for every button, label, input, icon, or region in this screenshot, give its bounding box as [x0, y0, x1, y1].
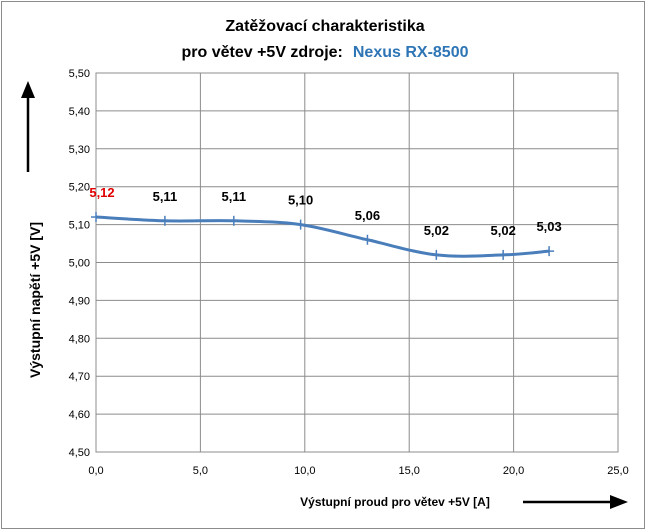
y-tick-label: 5,10 [69, 220, 90, 232]
y-tick-label: 4,70 [69, 371, 90, 383]
series-line [95, 215, 550, 258]
data-label: 5,06 [355, 208, 380, 223]
data-point [159, 215, 170, 226]
data-point [431, 249, 442, 260]
x-tick-label: 5,0 [193, 465, 208, 477]
y-tick-label: 5,40 [69, 106, 90, 118]
y-tick-label: 4,90 [69, 295, 90, 307]
x-tick-label: 0,0 [88, 465, 103, 477]
data-label: 5,12 [89, 185, 114, 200]
data-label: 5,02 [491, 223, 516, 238]
data-label: 5,11 [153, 189, 178, 204]
y-tick-label: 4,50 [69, 447, 90, 459]
chart-title-line1: Zatěžovací charakteristika [225, 18, 424, 35]
data-point [498, 249, 509, 260]
data-label: 5,03 [536, 219, 561, 234]
chart-title-line2: pro větev +5V zdroje: Nexus RX-8500 [181, 44, 468, 61]
y-tick-labels: 4,50 4,60 4,70 4,80 4,90 5,00 5,10 5,20 5,30 5,40… [69, 68, 90, 459]
data-point [295, 219, 306, 230]
data-label: 5,02 [424, 223, 449, 238]
data-point [91, 212, 101, 223]
x-tick-label: 10,0 [294, 465, 315, 477]
chart-title-prefix: pro větev +5V zdroje: [181, 44, 342, 61]
x-axis-arrow [523, 495, 628, 509]
grid [95, 72, 619, 453]
y-tick-label: 5,00 [69, 258, 90, 270]
data-point [362, 234, 373, 245]
x-tick-label: 25,0 [607, 465, 628, 477]
y-tick-label: 5,20 [69, 182, 90, 194]
y-tick-label: 5,30 [69, 144, 90, 156]
chart-title-product: Nexus RX-8500 [353, 44, 469, 61]
y-tick-label: 4,80 [69, 333, 90, 345]
x-tick-label: 15,0 [398, 465, 419, 477]
y-axis-label: Výstupní napětí +5V [V] [27, 222, 43, 378]
y-axis-arrow [21, 81, 35, 172]
plot-area [95, 72, 619, 453]
series [91, 212, 555, 260]
data-point [544, 246, 555, 257]
y-tick-label: 5,50 [69, 68, 90, 80]
x-tick-label: 20,0 [503, 465, 524, 477]
data-label: 5,11 [222, 189, 247, 204]
data-point [228, 215, 239, 226]
data-labels: 5,12 5,11 5,11 5,10 5,06 5,02 5,02 5,03 [89, 185, 561, 238]
data-label: 5,10 [288, 193, 313, 208]
y-tick-label: 4,60 [69, 409, 90, 421]
x-tick-labels: 0,0 5,0 10,0 15,0 20,0 25,0 [88, 465, 628, 477]
x-axis-label: Výstupní proud pro větev +5V [A] [300, 495, 490, 509]
